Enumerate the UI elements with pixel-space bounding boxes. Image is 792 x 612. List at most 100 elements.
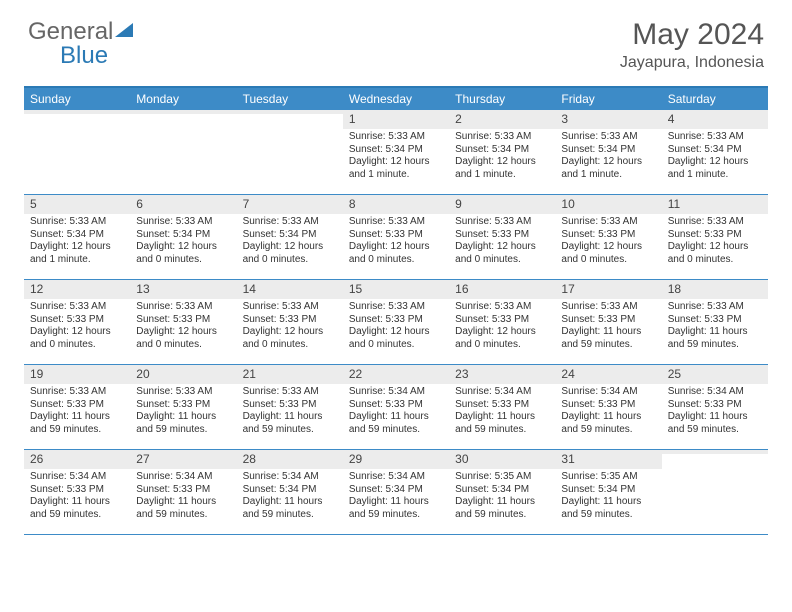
daylight-text: Daylight: 12 hours and 0 minutes. [455, 326, 549, 351]
day-info: Sunrise: 5:33 AMSunset: 5:34 PMDaylight:… [449, 129, 555, 185]
sunrise-text: Sunrise: 5:33 AM [561, 131, 655, 144]
daylight-text: Daylight: 11 hours and 59 minutes. [561, 326, 655, 351]
day-cell: 3 Sunrise: 5:33 AMSunset: 5:34 PMDaylight… [555, 110, 661, 194]
sunrise-text: Sunrise: 5:34 AM [349, 386, 443, 399]
day-cell: 17Sunrise: 5:33 AMSunset: 5:33 PMDayligh… [555, 280, 661, 364]
daylight-text: Daylight: 12 hours and 0 minutes. [243, 241, 337, 266]
calendar-grid: Sunday Monday Tuesday Wednesday Thursday… [24, 86, 768, 535]
sunrise-text: Sunrise: 5:35 AM [455, 471, 549, 484]
day-cell [662, 450, 768, 534]
sunrise-text: Sunrise: 5:34 AM [30, 471, 124, 484]
day-cell [130, 110, 236, 194]
day-info: Sunrise: 5:34 AMSunset: 5:33 PMDaylight:… [555, 384, 661, 440]
dow-thursday: Thursday [449, 88, 555, 110]
day-number: 3 [555, 110, 661, 129]
day-number: 17 [555, 280, 661, 299]
day-cell: 24Sunrise: 5:34 AMSunset: 5:33 PMDayligh… [555, 365, 661, 449]
day-info: Sunrise: 5:34 AMSunset: 5:33 PMDaylight:… [449, 384, 555, 440]
sunrise-text: Sunrise: 5:33 AM [349, 216, 443, 229]
day-number: 29 [343, 450, 449, 469]
day-cell: 27 Sunrise: 5:34 AMSunset: 5:33 PMDayligh… [130, 450, 236, 534]
day-info: Sunrise: 5:33 AMSunset: 5:33 PMDaylight:… [449, 299, 555, 355]
sunset-text: Sunset: 5:33 PM [561, 399, 655, 412]
sunrise-text: Sunrise: 5:33 AM [30, 216, 124, 229]
day-info: Sunrise: 5:33 AMSunset: 5:33 PMDaylight:… [130, 384, 236, 440]
day-info: Sunrise: 5:35 AMSunset: 5:34 PMDaylight:… [555, 469, 661, 525]
day-number: 1 [343, 110, 449, 129]
week-row: 12Sunrise: 5:33 AMSunset: 5:33 PMDayligh… [24, 280, 768, 365]
daylight-text: Daylight: 11 hours and 59 minutes. [30, 496, 124, 521]
day-number: 13 [130, 280, 236, 299]
day-cell [237, 110, 343, 194]
sunset-text: Sunset: 5:33 PM [349, 314, 443, 327]
sunset-text: Sunset: 5:33 PM [455, 314, 549, 327]
weeks-container: 1Sunrise: 5:33 AMSunset: 5:34 PMDaylight… [24, 110, 768, 535]
day-info: Sunrise: 5:34 AMSunset: 5:34 PMDaylight:… [237, 469, 343, 525]
sunrise-text: Sunrise: 5:34 AM [136, 471, 230, 484]
page-header: General May 2024 Jayapura, Indonesia [0, 0, 792, 80]
week-row: 19Sunrise: 5:33 AMSunset: 5:33 PMDayligh… [24, 365, 768, 450]
sunrise-text: Sunrise: 5:33 AM [30, 301, 124, 314]
sunset-text: Sunset: 5:34 PM [30, 229, 124, 242]
daylight-text: Daylight: 12 hours and 1 minute. [30, 241, 124, 266]
day-number: 18 [662, 280, 768, 299]
day-cell: 29Sunrise: 5:34 AMSunset: 5:34 PMDayligh… [343, 450, 449, 534]
day-number [130, 110, 236, 114]
day-number: 6 [130, 195, 236, 214]
sunset-text: Sunset: 5:33 PM [136, 484, 230, 497]
title-block: May 2024 Jayapura, Indonesia [620, 18, 764, 72]
day-info: Sunrise: 5:33 AMSunset: 5:33 PMDaylight:… [343, 299, 449, 355]
daylight-text: Daylight: 12 hours and 1 minute. [668, 156, 762, 181]
daylight-text: Daylight: 11 hours and 59 minutes. [349, 411, 443, 436]
day-of-week-header: Sunday Monday Tuesday Wednesday Thursday… [24, 88, 768, 110]
sunset-text: Sunset: 5:33 PM [561, 229, 655, 242]
sunrise-text: Sunrise: 5:34 AM [561, 386, 655, 399]
sunset-text: Sunset: 5:33 PM [668, 314, 762, 327]
sunset-text: Sunset: 5:34 PM [455, 144, 549, 157]
sunset-text: Sunset: 5:33 PM [455, 399, 549, 412]
daylight-text: Daylight: 12 hours and 1 minute. [561, 156, 655, 181]
daylight-text: Daylight: 11 hours and 59 minutes. [455, 411, 549, 436]
month-title: May 2024 [620, 18, 764, 52]
day-info: Sunrise: 5:33 AMSunset: 5:33 PMDaylight:… [662, 299, 768, 355]
sunrise-text: Sunrise: 5:34 AM [243, 471, 337, 484]
sunrise-text: Sunrise: 5:34 AM [455, 386, 549, 399]
day-number: 27 [130, 450, 236, 469]
brand-part2: Blue [60, 42, 108, 69]
sunrise-text: Sunrise: 5:33 AM [668, 131, 762, 144]
day-number: 16 [449, 280, 555, 299]
daylight-text: Daylight: 12 hours and 1 minute. [349, 156, 443, 181]
day-cell: 12Sunrise: 5:33 AMSunset: 5:33 PMDayligh… [24, 280, 130, 364]
daylight-text: Daylight: 12 hours and 0 minutes. [243, 326, 337, 351]
sunset-text: Sunset: 5:33 PM [136, 314, 230, 327]
day-info: Sunrise: 5:33 AMSunset: 5:33 PMDaylight:… [555, 299, 661, 355]
sunrise-text: Sunrise: 5:33 AM [243, 216, 337, 229]
day-number: 9 [449, 195, 555, 214]
day-number: 14 [237, 280, 343, 299]
day-cell: 30Sunrise: 5:35 AMSunset: 5:34 PMDayligh… [449, 450, 555, 534]
sunset-text: Sunset: 5:33 PM [136, 399, 230, 412]
day-number: 2 [449, 110, 555, 129]
day-cell: 22Sunrise: 5:34 AMSunset: 5:33 PMDayligh… [343, 365, 449, 449]
dow-saturday: Saturday [662, 88, 768, 110]
day-cell [24, 110, 130, 194]
daylight-text: Daylight: 11 hours and 59 minutes. [455, 496, 549, 521]
day-info: Sunrise: 5:33 AMSunset: 5:34 PMDaylight:… [24, 214, 130, 270]
day-cell: 13Sunrise: 5:33 AMSunset: 5:33 PMDayligh… [130, 280, 236, 364]
brand-line2: GeBlue [28, 42, 108, 70]
sunrise-text: Sunrise: 5:33 AM [455, 216, 549, 229]
sunrise-text: Sunrise: 5:35 AM [561, 471, 655, 484]
day-info: Sunrise: 5:34 AMSunset: 5:33 PMDaylight:… [24, 469, 130, 525]
day-info: Sunrise: 5:33 AMSunset: 5:33 PMDaylight:… [555, 214, 661, 270]
sunset-text: Sunset: 5:34 PM [349, 144, 443, 157]
daylight-text: Daylight: 11 hours and 59 minutes. [243, 496, 337, 521]
day-number: 30 [449, 450, 555, 469]
sunset-text: Sunset: 5:33 PM [30, 484, 124, 497]
day-info: Sunrise: 5:33 AMSunset: 5:33 PMDaylight:… [130, 299, 236, 355]
day-number: 21 [237, 365, 343, 384]
dow-wednesday: Wednesday [343, 88, 449, 110]
sunset-text: Sunset: 5:34 PM [561, 144, 655, 157]
day-number: 8 [343, 195, 449, 214]
day-cell: 23Sunrise: 5:34 AMSunset: 5:33 PMDayligh… [449, 365, 555, 449]
daylight-text: Daylight: 11 hours and 59 minutes. [136, 496, 230, 521]
